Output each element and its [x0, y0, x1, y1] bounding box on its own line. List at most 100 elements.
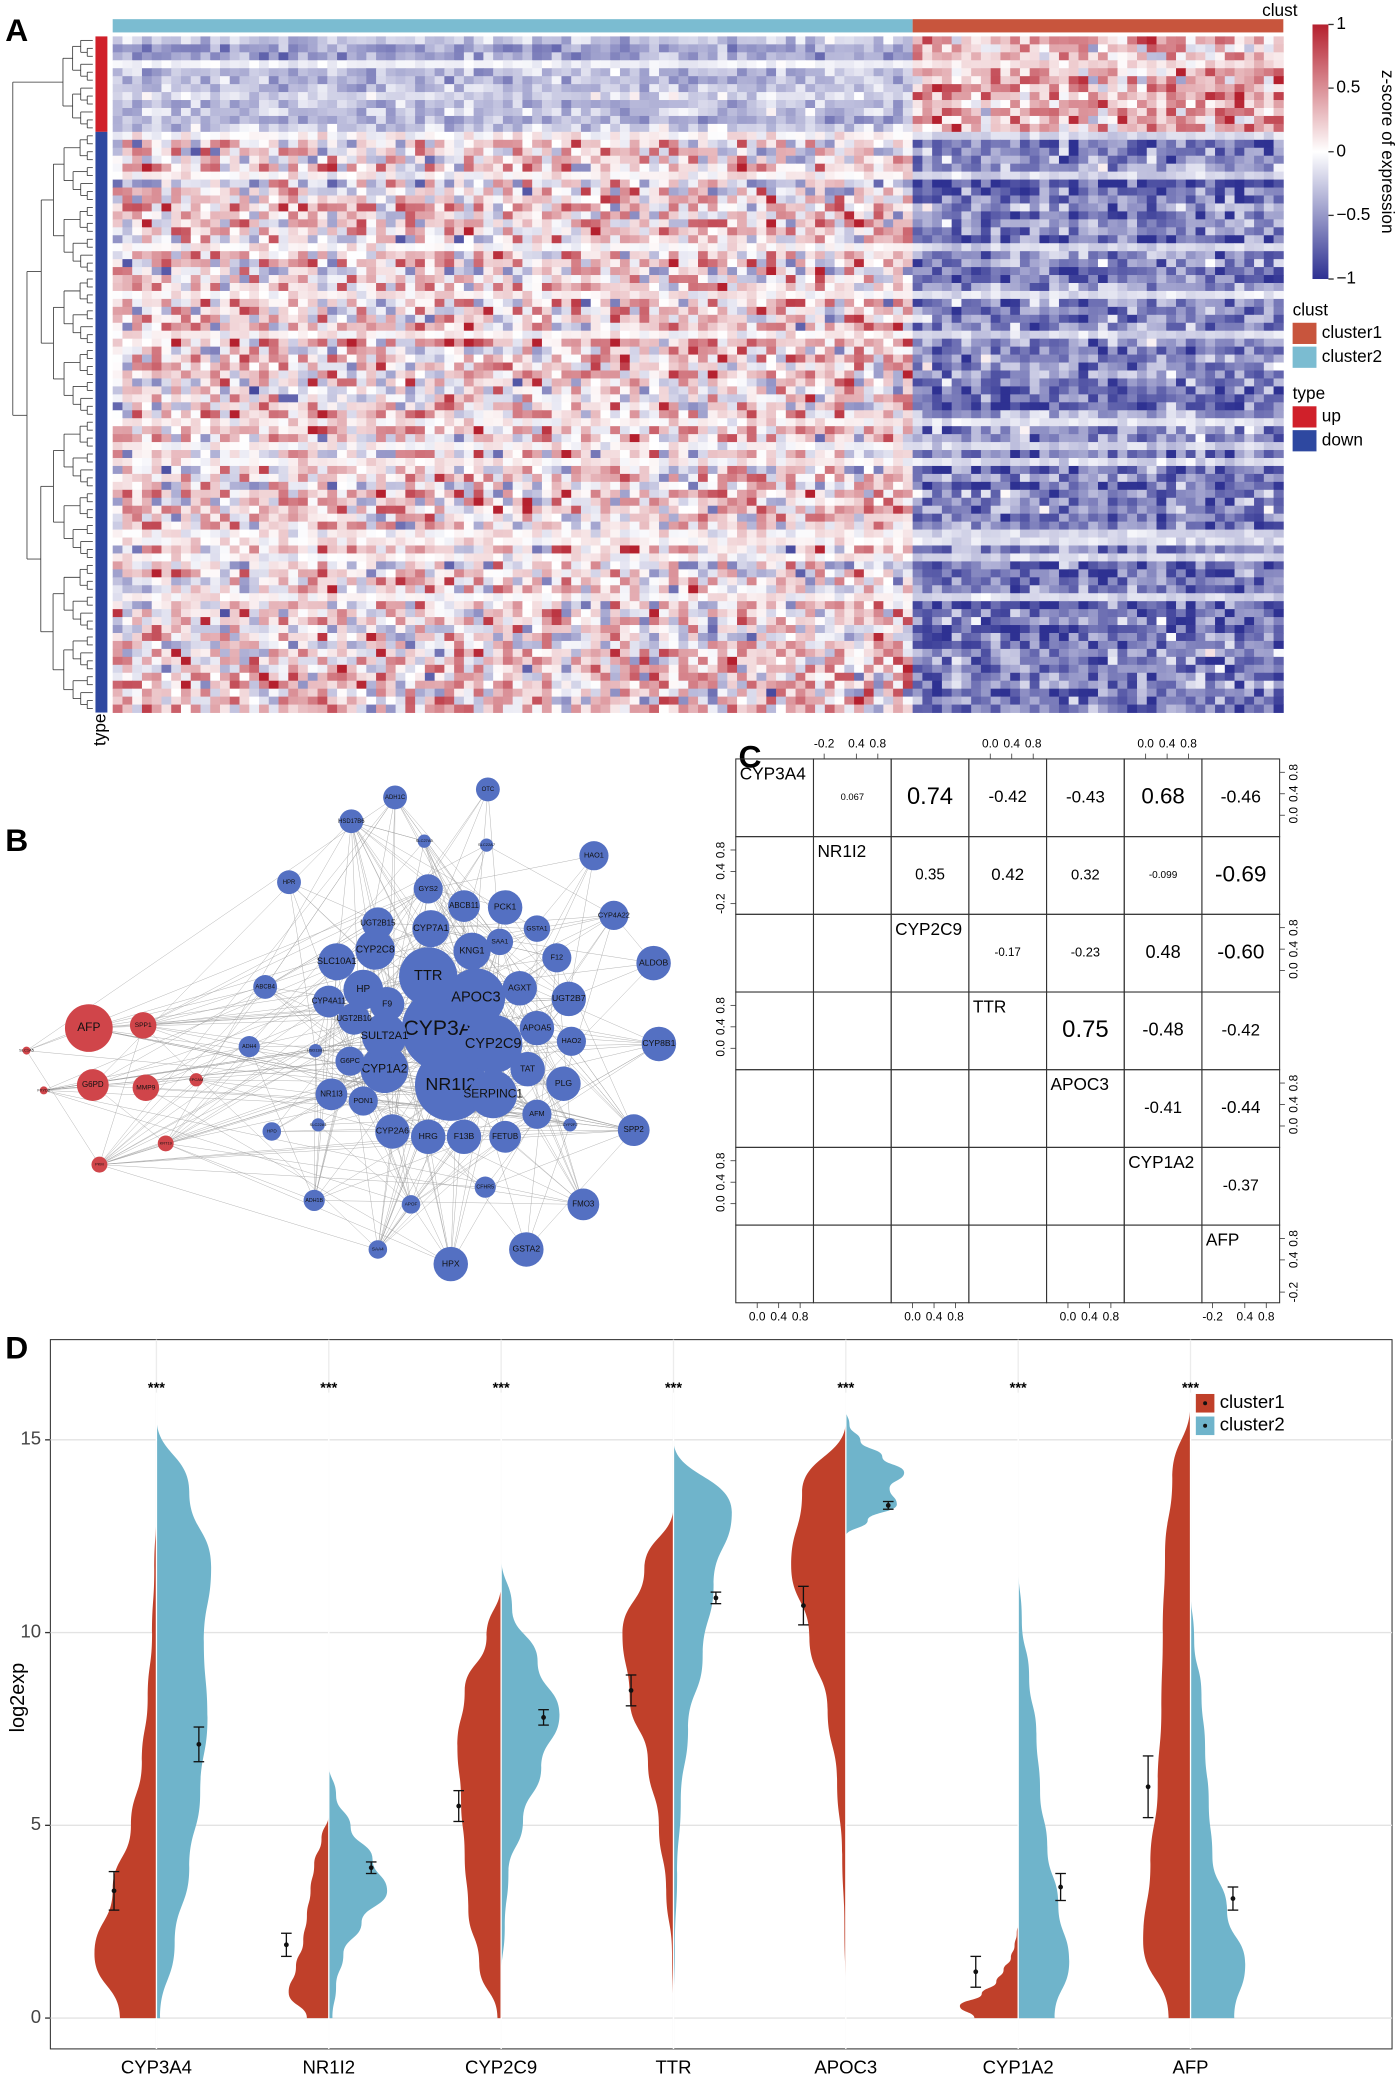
heatmap-cell [132, 107, 143, 117]
heatmap-cell [1195, 155, 1206, 165]
heatmap-cell [893, 275, 904, 284]
heatmap-cell [610, 36, 621, 45]
heatmap-cell [200, 227, 211, 236]
heatmap-cell [1127, 203, 1138, 212]
heatmap-cell [259, 282, 270, 292]
heatmap-cell [912, 155, 923, 165]
heatmap-cell [151, 115, 162, 125]
heatmap-cell [219, 314, 231, 324]
heatmap-cell [629, 275, 640, 284]
heatmap-cell [307, 139, 318, 149]
heatmap-cell [1176, 251, 1187, 260]
heatmap-cell [561, 100, 572, 109]
heatmap-cell [619, 259, 631, 268]
heatmap-cell [532, 44, 543, 53]
heatmap-cell [512, 68, 523, 77]
heatmap-cell [951, 322, 962, 332]
heatmap-cell [678, 131, 689, 141]
heatmap-cell [561, 155, 572, 165]
heatmap-cell [854, 131, 865, 141]
heatmap-cell [834, 227, 845, 236]
heatmap-cell [1195, 330, 1206, 340]
heatmap-cell [619, 203, 631, 212]
heatmap-cell [190, 123, 201, 133]
heatmap-cell [327, 115, 338, 125]
heatmap-cell [141, 147, 153, 157]
heatmap-cell [678, 338, 689, 348]
heatmap-cell [1127, 306, 1138, 316]
heatmap-cell [278, 235, 289, 244]
heatmap-cell [580, 354, 592, 363]
heatmap-cell [327, 282, 338, 292]
heatmap-cell [834, 76, 845, 85]
heatmap-cell [707, 314, 718, 324]
heatmap-cell [454, 100, 465, 109]
heatmap-cell [668, 68, 679, 77]
heatmap-cell [805, 338, 816, 348]
heatmap-cell [873, 219, 884, 228]
heatmap-cell [219, 155, 231, 165]
heatmap-cell [1088, 123, 1099, 133]
heatmap-cell [1166, 251, 1177, 260]
heatmap-cell [1146, 131, 1157, 141]
heatmap-cell [463, 187, 475, 196]
heatmap-cell [1215, 131, 1226, 141]
heatmap-cell [1088, 52, 1099, 61]
heatmap-cell [951, 298, 962, 308]
heatmap-cell [678, 163, 689, 173]
heatmap-cell [756, 275, 767, 284]
heatmap-cell [219, 131, 231, 141]
heatmap-cell [698, 44, 709, 53]
heatmap-cell [883, 195, 894, 204]
heatmap-cell [180, 139, 192, 149]
heatmap-cell [171, 131, 182, 141]
heatmap-cell [561, 330, 572, 340]
heatmap-cell [1146, 203, 1157, 212]
heatmap-cell [1049, 147, 1060, 157]
heatmap-cell [737, 60, 748, 69]
heatmap-cell [1273, 346, 1284, 355]
heatmap-cell [405, 76, 416, 85]
heatmap-cell [210, 100, 221, 109]
heatmap [112, 36, 1284, 713]
heatmap-cell [1137, 123, 1148, 133]
heatmap-cell [893, 139, 904, 149]
heatmap-cell [346, 362, 357, 371]
heatmap-cell [307, 211, 318, 220]
heatmap-cell [1185, 314, 1196, 324]
heatmap-cell [1176, 354, 1187, 363]
heatmap-cell [219, 354, 231, 363]
heatmap-cell [863, 306, 875, 316]
heatmap-cell [454, 211, 465, 220]
heatmap-cell [834, 68, 845, 77]
heatmap-cell [424, 171, 436, 180]
heatmap-cell [180, 322, 192, 332]
heatmap-cell [746, 346, 757, 355]
heatmap-cell [785, 211, 796, 220]
heatmap-cell [493, 235, 504, 244]
heatmap-cell [834, 267, 845, 276]
heatmap-cell [249, 187, 260, 196]
heatmap-cell [990, 267, 1001, 276]
heatmap-cell [1078, 267, 1089, 276]
heatmap-cell [200, 84, 211, 93]
heatmap-cell [239, 60, 250, 69]
heatmap-cell [639, 195, 650, 204]
heatmap-cell [502, 259, 514, 268]
heatmap-cell [483, 251, 494, 260]
heatmap-cell [668, 298, 679, 308]
heatmap-cell [1000, 314, 1011, 324]
heatmap-cell [132, 267, 143, 276]
heatmap-cell [161, 330, 172, 340]
heatmap-cell [1205, 251, 1216, 260]
heatmap-cell [961, 298, 972, 308]
heatmap-cell [132, 203, 143, 212]
heatmap-cell [668, 227, 679, 236]
heatmap-cell [122, 76, 133, 85]
heatmap-cell [1078, 163, 1089, 173]
heatmap-cell [1097, 267, 1109, 276]
heatmap-cell [610, 84, 621, 93]
heatmap-cell [1185, 227, 1196, 236]
heatmap-cell [922, 227, 933, 236]
heatmap-cell [346, 60, 357, 69]
